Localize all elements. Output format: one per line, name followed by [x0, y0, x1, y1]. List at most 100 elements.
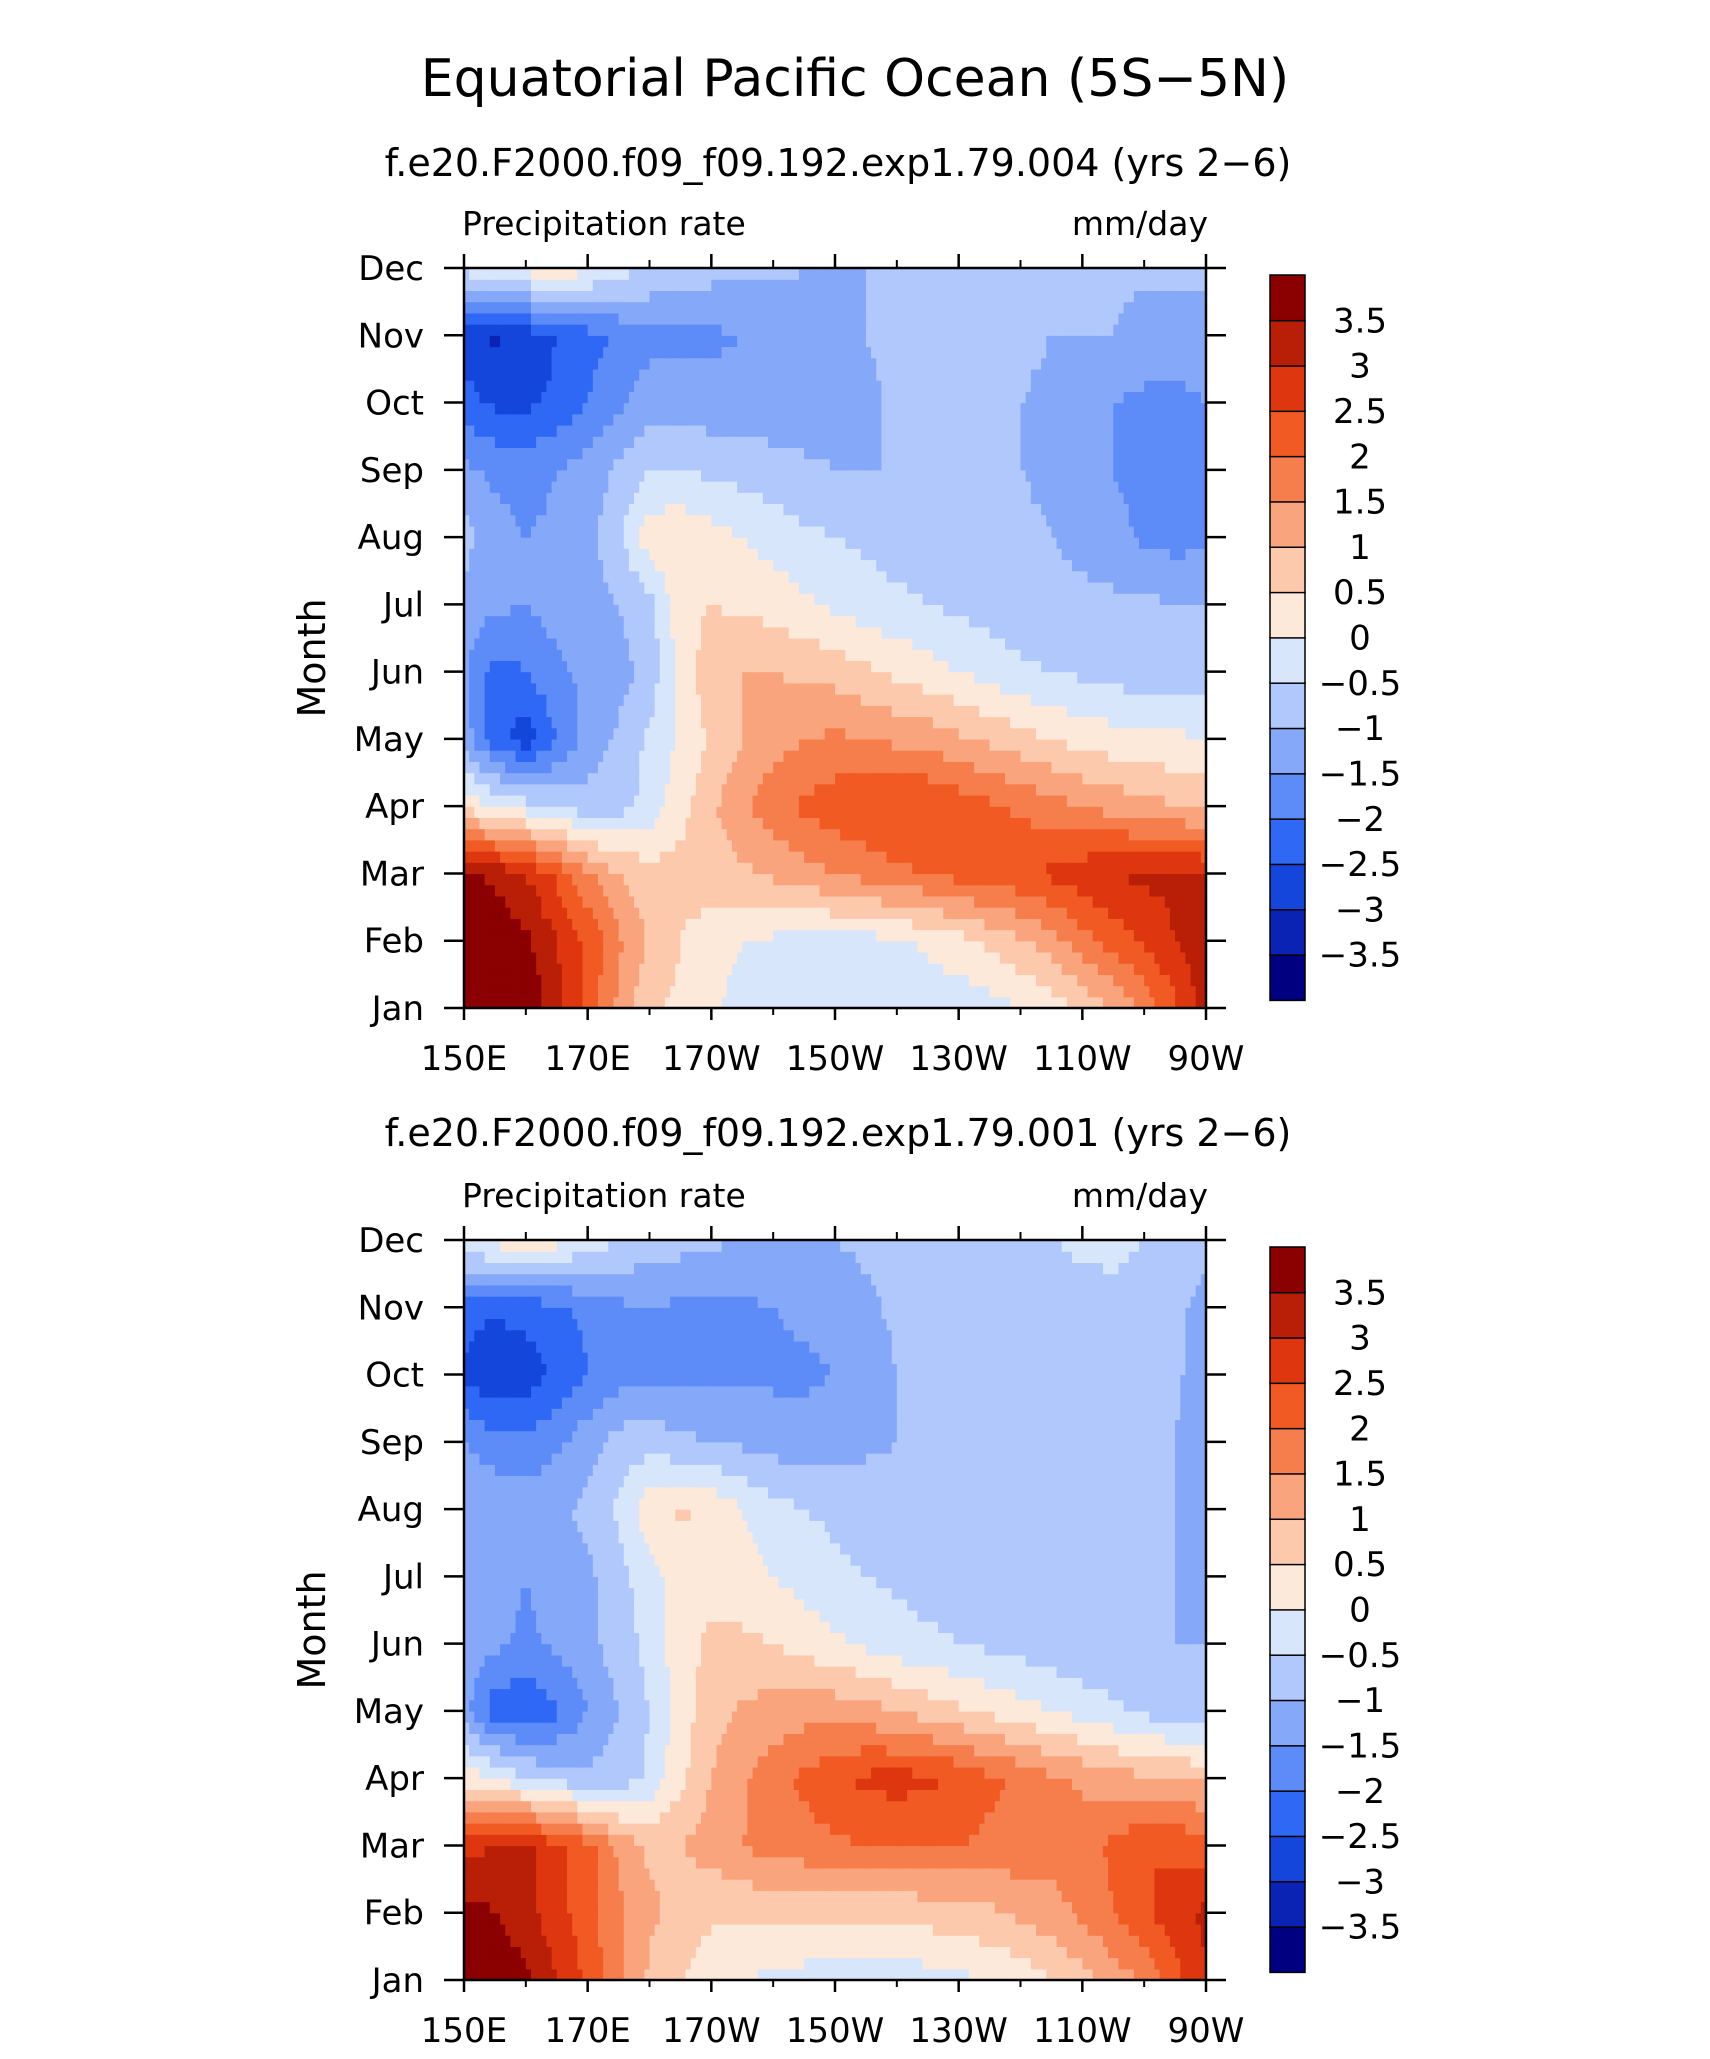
heatmap-cell: [871, 626, 877, 639]
heatmap-cell: [1113, 682, 1119, 695]
heatmap-cell: [1072, 794, 1078, 807]
heatmap-cell: [706, 851, 712, 863]
heatmap-cell: [1005, 626, 1011, 639]
heatmap-cell: [520, 851, 527, 863]
heatmap-cell: [597, 694, 604, 706]
heatmap-cell: [1195, 839, 1202, 852]
heatmap-cell: [948, 649, 955, 662]
heatmap-cell: [752, 817, 759, 830]
heatmap-cell: [541, 862, 548, 875]
heatmap-cell: [670, 851, 676, 863]
heatmap-cell: [494, 716, 501, 729]
heatmap-cell: [628, 884, 635, 897]
heatmap-cell: [1133, 671, 1140, 684]
heatmap-cell: [984, 660, 991, 673]
heatmap-cell: [639, 705, 645, 718]
heatmap-cell: [567, 716, 573, 729]
heatmap-cell: [551, 806, 558, 818]
heatmap-cell: [1133, 918, 1140, 931]
heatmap-cell: [1175, 671, 1181, 684]
heatmap-cell: [819, 750, 826, 762]
heatmap-cell: [1108, 851, 1114, 863]
heatmap-cell: [659, 895, 666, 908]
heatmap-cell: [654, 895, 661, 908]
heatmap-cell: [536, 873, 542, 886]
heatmap-cell: [551, 638, 558, 650]
heatmap-cell: [530, 806, 537, 818]
heatmap-cell: [943, 738, 949, 751]
heatmap-cell: [654, 716, 661, 729]
heatmap-cell: [572, 794, 578, 807]
heatmap-cell: [850, 660, 857, 673]
heatmap-cell: [1185, 851, 1192, 863]
heatmap-cell: [922, 615, 929, 628]
heatmap-cell: [747, 974, 754, 987]
heatmap-cell: [654, 638, 661, 650]
heatmap-cell: [551, 951, 558, 964]
heatmap-cell: [1010, 671, 1016, 684]
heatmap-cell: [525, 884, 532, 897]
heatmap-cell: [474, 974, 481, 987]
heatmap-cell: [948, 963, 955, 975]
heatmap-cell: [958, 895, 965, 908]
heatmap-cell: [1139, 985, 1145, 998]
heatmap-cell: [989, 794, 996, 807]
heatmap-cell: [793, 783, 800, 796]
heatmap-cell: [896, 783, 903, 796]
heatmap-cell: [793, 895, 800, 908]
heatmap-cell: [546, 750, 553, 762]
heatmap-cell: [592, 738, 599, 751]
heatmap-cell: [783, 940, 790, 953]
heatmap-cell: [634, 716, 640, 729]
heatmap-cell: [788, 951, 795, 964]
heatmap-cell: [1046, 873, 1053, 886]
heatmap-cell: [567, 862, 573, 875]
heatmap-cell: [721, 974, 728, 987]
heatmap-cell: [860, 918, 867, 931]
heatmap-cell: [551, 940, 558, 953]
heatmap-cell: [1030, 660, 1037, 673]
heatmap-cell: [520, 783, 527, 796]
heatmap-cell: [1072, 727, 1078, 740]
heatmap-cell: [701, 806, 707, 818]
heatmap-cell: [948, 985, 955, 998]
heatmap-cell: [1020, 873, 1027, 886]
heatmap-cell: [464, 996, 470, 1009]
heatmap-cell: [737, 716, 743, 729]
heatmap-cell: [685, 738, 692, 751]
heatmap-cell: [551, 716, 558, 729]
heatmap-cell: [840, 895, 846, 908]
heatmap-cell: [1097, 783, 1104, 796]
heatmap-cell: [1005, 638, 1011, 650]
heatmap-cell: [886, 828, 893, 841]
heatmap-cell: [644, 985, 651, 998]
heatmap-cell: [1102, 940, 1109, 953]
heatmap-cell: [773, 671, 779, 684]
heatmap-cell: [953, 682, 960, 695]
heatmap-cell: [881, 694, 888, 706]
heatmap-cell: [1056, 761, 1063, 774]
heatmap-cell: [500, 817, 506, 830]
heatmap-cell: [706, 907, 712, 919]
heatmap-cell: [1092, 918, 1099, 931]
heatmap-cell: [762, 750, 769, 762]
heatmap-cell: [1149, 895, 1156, 908]
heatmap-cell: [603, 761, 609, 774]
heatmap-cell: [1133, 929, 1140, 942]
heatmap-cell: [1082, 895, 1089, 908]
heatmap-cell: [762, 996, 769, 1009]
heatmap-cell: [989, 817, 996, 830]
heatmap-cell: [773, 772, 779, 785]
heatmap-cell: [551, 963, 558, 975]
heatmap-cell: [1056, 907, 1063, 919]
heatmap-cell: [1118, 806, 1125, 818]
heatmap-cell: [1195, 940, 1202, 953]
heatmap-cell: [1092, 974, 1099, 987]
heatmap-cell: [680, 851, 687, 863]
heatmap-cell: [546, 873, 553, 886]
heatmap-cell: [1051, 873, 1058, 886]
heatmap-cell: [943, 806, 949, 818]
heatmap-cell: [968, 649, 975, 662]
heatmap-cell: [989, 851, 996, 863]
heatmap-cell: [768, 716, 774, 729]
